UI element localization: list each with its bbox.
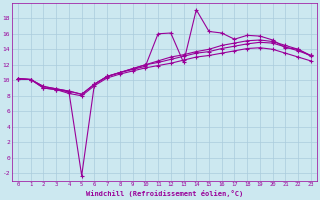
X-axis label: Windchill (Refroidissement éolien,°C): Windchill (Refroidissement éolien,°C) xyxy=(86,190,243,197)
